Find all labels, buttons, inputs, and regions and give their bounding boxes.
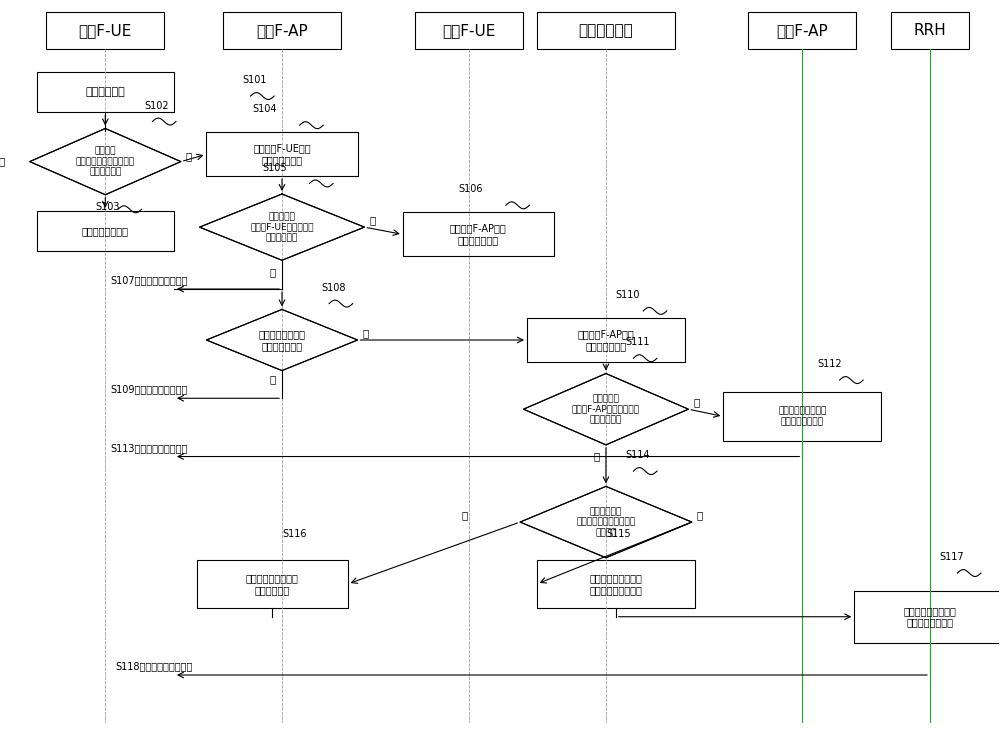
Text: RRH: RRH — [914, 23, 946, 38]
Text: 第一F-UE: 第一F-UE — [79, 23, 132, 38]
Text: 接收第一F-UE发送
的所述业务请求: 接收第一F-UE发送 的所述业务请求 — [253, 143, 311, 165]
FancyBboxPatch shape — [37, 211, 174, 251]
Text: 响应所述业务请求: 响应所述业务请求 — [82, 226, 129, 236]
Text: S104: S104 — [253, 105, 277, 114]
FancyBboxPatch shape — [537, 12, 675, 49]
Polygon shape — [523, 374, 688, 445]
Text: 其他F-AP: 其他F-AP — [776, 23, 828, 38]
Text: S111: S111 — [626, 337, 650, 347]
Text: S109、响应所述业务请求: S109、响应所述业务请求 — [110, 385, 188, 395]
FancyBboxPatch shape — [415, 12, 523, 49]
Text: 是: 是 — [0, 156, 5, 167]
Text: S106: S106 — [459, 184, 483, 194]
Text: 判断本地
是否缓存有所述业务请求
求的数据业务: 判断本地 是否缓存有所述业务请求 求的数据业务 — [76, 147, 135, 176]
Text: 否: 否 — [186, 151, 192, 161]
Text: 判断其连接
的其他F-UE中是否缓存
所述数据业务: 判断其连接 的其他F-UE中是否缓存 所述数据业务 — [250, 212, 314, 242]
Text: S101: S101 — [243, 75, 267, 85]
Text: 集中处理中心: 集中处理中心 — [579, 23, 633, 38]
Text: S110: S110 — [616, 290, 640, 300]
FancyBboxPatch shape — [748, 12, 856, 49]
FancyBboxPatch shape — [403, 213, 554, 257]
Text: 接收第一F-AP发送
的所述业务请求: 接收第一F-AP发送 的所述业务请求 — [578, 329, 634, 351]
FancyBboxPatch shape — [37, 72, 174, 113]
Text: 接收第一F-AP发送
的所述业务请求: 接收第一F-AP发送 的所述业务请求 — [450, 224, 507, 245]
Text: S103: S103 — [95, 202, 120, 212]
Text: S115: S115 — [606, 529, 631, 539]
Polygon shape — [30, 129, 181, 194]
Text: 判断本地是否缓存
有所述数据业务: 判断本地是否缓存 有所述数据业务 — [258, 329, 305, 351]
Polygon shape — [520, 486, 692, 558]
Polygon shape — [206, 309, 358, 371]
Text: S114: S114 — [626, 450, 650, 461]
Text: S118、响应所述业务请求: S118、响应所述业务请求 — [115, 662, 192, 671]
Text: 否: 否 — [362, 327, 369, 338]
Text: S105: S105 — [262, 162, 287, 173]
Text: S107、响应所述业务请求: S107、响应所述业务请求 — [110, 276, 188, 285]
Text: 是: 是 — [269, 374, 275, 385]
Text: 判断大规模集
中缓存中是否缓存有所述
数据业务: 判断大规模集 中缓存中是否缓存有所述 数据业务 — [576, 507, 636, 537]
FancyBboxPatch shape — [223, 12, 341, 49]
Text: S102: S102 — [145, 101, 169, 110]
Text: S117: S117 — [940, 552, 964, 562]
Text: 产生业务请求: 产生业务请求 — [85, 88, 125, 97]
Text: S113、响应所述业务请求: S113、响应所述业务请求 — [110, 443, 188, 453]
Text: 是: 是 — [697, 510, 703, 520]
Text: 是: 是 — [369, 215, 376, 225]
Text: 接收集中处理中心发
送的所述数据业务: 接收集中处理中心发 送的所述数据业务 — [903, 606, 956, 627]
FancyBboxPatch shape — [197, 560, 348, 608]
Text: 否: 否 — [593, 451, 599, 461]
FancyBboxPatch shape — [206, 132, 358, 176]
Text: S112: S112 — [817, 359, 842, 369]
Text: S116: S116 — [282, 529, 306, 539]
Text: 第一F-AP: 第一F-AP — [256, 23, 308, 38]
Text: 接收集中处理中心发
送的所述业务请求: 接收集中处理中心发 送的所述业务请求 — [778, 406, 826, 426]
Text: 是: 是 — [693, 397, 700, 407]
Text: 访问数据中心，获取
所述数据业务: 访问数据中心，获取 所述数据业务 — [246, 573, 299, 595]
FancyBboxPatch shape — [891, 12, 969, 49]
Text: S108: S108 — [321, 283, 346, 292]
Text: 判断其连接
的其他F-AP中是否缓存有
所述数据业务: 判断其连接 的其他F-AP中是否缓存有 所述数据业务 — [572, 394, 640, 424]
Text: 否: 否 — [269, 268, 275, 278]
FancyBboxPatch shape — [537, 560, 695, 608]
FancyBboxPatch shape — [854, 591, 1000, 643]
Text: 访问大规模集中缓存
，获取所述数据业务: 访问大规模集中缓存 ，获取所述数据业务 — [589, 573, 642, 595]
FancyBboxPatch shape — [527, 318, 685, 362]
FancyBboxPatch shape — [46, 12, 164, 49]
Polygon shape — [200, 194, 364, 260]
FancyBboxPatch shape — [723, 393, 881, 441]
Text: 其他F-UE: 其他F-UE — [442, 23, 495, 38]
Text: 否: 否 — [461, 510, 467, 520]
